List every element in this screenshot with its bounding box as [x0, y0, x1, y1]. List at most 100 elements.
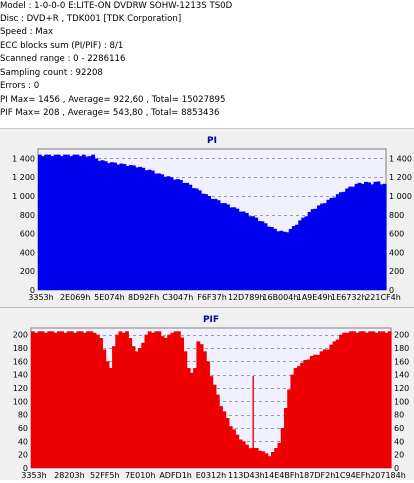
pif-bar: [196, 341, 201, 468]
pif-bar: [63, 332, 68, 468]
pif-bar: [79, 331, 84, 468]
pif-bar: [358, 331, 363, 468]
pif-bar: [82, 332, 87, 468]
pi-bar: [335, 194, 340, 290]
pif-bar: [219, 406, 223, 468]
pi-bar: [47, 154, 52, 290]
pif-bar: [112, 346, 116, 468]
pi-bar: [254, 217, 259, 290]
pi-bar: [44, 154, 49, 290]
pi-ytick-right: 1 400: [389, 154, 412, 163]
pif-bar: [293, 368, 298, 468]
pif-bar: [47, 331, 52, 468]
pif-bar: [332, 341, 337, 468]
pi-bar: [210, 198, 215, 290]
pif-bar: [277, 442, 282, 468]
pi-bar: [119, 163, 124, 290]
pi-bar: [116, 164, 121, 290]
pif-bar: [245, 444, 249, 468]
pi-xtick: 16B004h: [262, 293, 298, 302]
pif-bar: [40, 331, 45, 468]
pif-bar: [254, 448, 259, 468]
pi-bar: [147, 169, 152, 290]
pi-xtick: 2E069h: [60, 293, 90, 302]
pif-series: [31, 331, 392, 468]
pif-ytick-right: 180: [394, 344, 409, 353]
pif-bar: [368, 331, 373, 468]
pif-bar: [154, 331, 159, 468]
pi-ytick-left: 200: [20, 267, 35, 276]
pif-bar: [89, 331, 94, 468]
pi-ytick-left: 600: [20, 230, 35, 239]
pi-bar: [285, 232, 290, 290]
pif-bar: [280, 428, 285, 468]
pif-bar: [157, 331, 162, 468]
pi-bar: [128, 164, 133, 290]
pi-bar: [317, 205, 321, 290]
pi-bar: [367, 182, 371, 290]
pi-bar: [63, 154, 67, 290]
pif-xtick: 52FF5h: [90, 471, 120, 480]
pi-bar: [279, 230, 284, 290]
pif-bar: [225, 418, 230, 468]
pi-bar: [226, 204, 230, 290]
pif-bar: [108, 368, 113, 468]
pi-bar: [141, 167, 146, 290]
pif-ytick-left: 140: [13, 371, 28, 380]
disc-info-panel: Model : 1-0-0-0 E:LITE-ON DVDRW SOHW-121…: [0, 0, 414, 128]
pi-ytick-right: 1 200: [389, 173, 412, 182]
pi-bar: [172, 179, 177, 290]
pi-bar: [270, 227, 274, 290]
pif-bar: [309, 356, 314, 468]
pi-bar: [81, 154, 86, 290]
pi-bar: [125, 166, 130, 290]
model-line: Model : 1-0-0-0 E:LITE-ON DVDRW SOHW-121…: [0, 1, 233, 11]
pi-bar: [122, 164, 127, 290]
pi-xtick: F6F37h: [197, 293, 227, 302]
pi-bar: [229, 207, 233, 290]
pif-bar: [345, 332, 350, 468]
pi-bar: [342, 191, 346, 290]
pif-bar: [348, 331, 353, 468]
pif-ytick-left: 80: [18, 411, 28, 420]
pif-bar: [147, 331, 152, 468]
pi-bar: [326, 199, 331, 290]
pi-bar: [282, 231, 287, 290]
pi-xtick: 5E074h: [94, 293, 124, 302]
pi-bar: [175, 179, 180, 290]
pif-xtick: 207184h: [370, 471, 406, 480]
pi-ytick-right: 800: [389, 211, 404, 220]
pif-bar: [290, 374, 295, 468]
pif-bar: [92, 332, 97, 468]
pif-bar: [215, 394, 220, 468]
pif-bar: [322, 349, 327, 468]
pi-bar: [263, 223, 268, 290]
pi-bar: [357, 182, 362, 290]
pi-bar: [135, 167, 139, 290]
pif-bar: [31, 331, 35, 468]
pi-bar: [106, 163, 111, 290]
pi-bar: [338, 192, 343, 290]
pif-bar: [60, 331, 65, 468]
pif-bar: [170, 332, 175, 468]
pif-bar: [202, 351, 207, 468]
pi-bar: [157, 173, 161, 290]
pif-bar: [342, 332, 347, 468]
pif-bar: [274, 448, 279, 468]
pif-bar: [365, 332, 369, 468]
pi-bar: [276, 231, 281, 290]
pi-bar: [91, 154, 96, 290]
pi-bar: [348, 186, 353, 290]
pi-bar: [194, 188, 199, 290]
pif-bar: [378, 331, 382, 468]
pif-bar: [206, 361, 210, 468]
pif-bar: [267, 456, 272, 468]
pif-bar: [296, 366, 301, 468]
pif-bar: [53, 332, 58, 468]
pi-bar: [332, 197, 337, 290]
pi-bar: [320, 203, 324, 290]
pi-chart-panel: PI 0 0 200 200 400 400 600 600 800 800 1 000 1 000 1 …: [0, 131, 414, 308]
pif-bar: [163, 338, 168, 468]
pi-bar: [144, 170, 149, 290]
pif-bar: [128, 338, 133, 468]
